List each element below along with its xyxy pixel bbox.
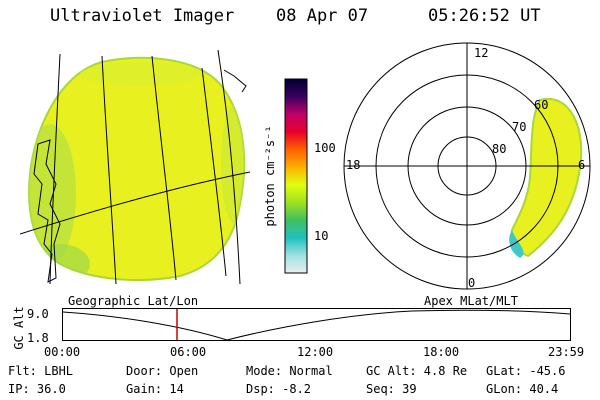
timeline-xtick-1200: 12:00 [297, 345, 334, 359]
meridian-grid [20, 49, 251, 285]
filter-readout: Flt: LBHL [8, 364, 74, 378]
mlt-label-12: 12 [474, 46, 489, 60]
colorbar-tick-100: 100 [314, 141, 336, 155]
date-label: 08 Apr 07 [276, 6, 369, 26]
colorbar-unit-label: photon cm⁻²s⁻¹ [263, 125, 277, 227]
mlt-label-0: 0 [468, 276, 476, 290]
colorbar-tick-10: 10 [314, 229, 329, 243]
colorbar [284, 78, 308, 274]
polar-uv-glow [509, 97, 583, 258]
altitude-timeline [62, 308, 571, 341]
mlt-label-18: 18 [346, 158, 361, 172]
gc-alt-readout: GC Alt: 4.8 Re [366, 364, 468, 378]
timeline-xtick-0600: 06:00 [170, 345, 207, 359]
dsp-readout: Dsp: -8.2 [246, 382, 312, 396]
geographic-panel-label: Geographic Lat/Lon [68, 294, 199, 308]
mode-readout: Mode: Normal [246, 364, 333, 378]
coastline-fragment [223, 69, 247, 93]
timeline-axis-label: GC Alt [12, 306, 26, 350]
gain-readout: Gain: 14 [126, 382, 184, 396]
time-label: 05:26:52 UT [428, 6, 541, 26]
seq-readout: Seq: 39 [366, 382, 417, 396]
altitude-curve [62, 309, 571, 341]
coastline [33, 139, 61, 283]
polar-grid [343, 42, 591, 290]
apex-panel-label: Apex MLat/MLT [424, 294, 518, 308]
glat-readout: GLat: -45.6 [486, 364, 566, 378]
timeline-xtick-2359: 23:59 [548, 345, 585, 359]
mlat-label-60: 60 [534, 98, 549, 112]
geographic-image [20, 49, 251, 285]
timeline-xtick-0000: 00:00 [44, 345, 81, 359]
timeline-ytick-low: 1.8 [27, 331, 49, 345]
mlat-label-70: 70 [512, 120, 527, 134]
ip-readout: IP: 36.0 [8, 382, 66, 396]
timeline-ytick-high: 9.0 [27, 307, 49, 321]
mlt-label-6: 6 [578, 158, 586, 172]
glon-readout: GLon: 40.4 [486, 382, 559, 396]
timeline-xtick-1800: 18:00 [423, 345, 460, 359]
polar-plot [343, 42, 591, 290]
instrument-title: Ultraviolet Imager [50, 6, 235, 26]
door-readout: Door: Open [126, 364, 199, 378]
mlat-label-80: 80 [492, 142, 507, 156]
